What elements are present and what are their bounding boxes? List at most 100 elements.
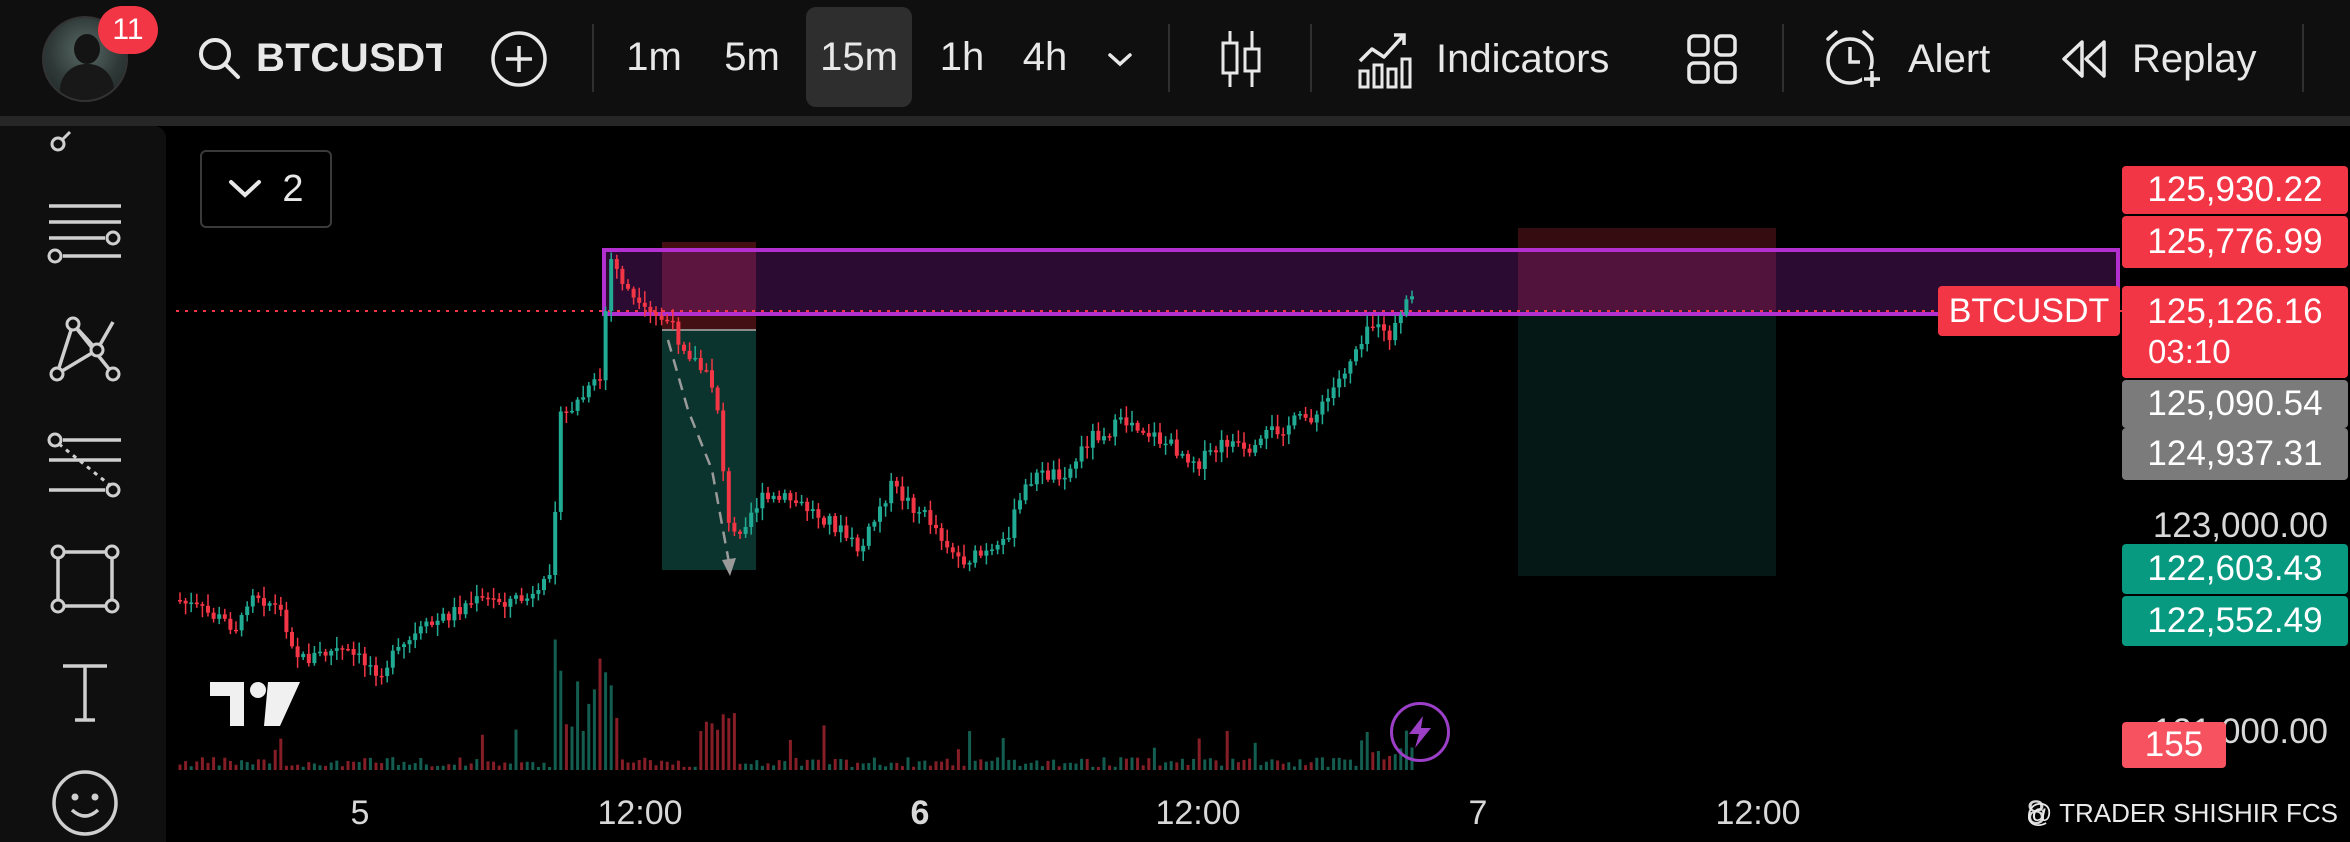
volume-bar	[374, 762, 378, 770]
candle-body	[950, 547, 955, 553]
candle-body	[917, 512, 922, 514]
volume-bar	[749, 764, 753, 770]
volume-bar	[301, 766, 305, 770]
current-price: 125,126.16	[2147, 292, 2323, 331]
volume-bar	[1253, 742, 1257, 770]
indicators-button[interactable]: Indicators	[1356, 26, 1609, 92]
layouts-button[interactable]	[1686, 32, 1740, 86]
candle-body	[1320, 401, 1325, 415]
time-axis-label: 8	[2026, 794, 2046, 832]
replay-label: Replay	[2132, 36, 2257, 81]
candle-body	[1158, 432, 1162, 444]
volume-bar	[1259, 765, 1263, 770]
chart-type-button[interactable]	[1214, 24, 1268, 94]
candle-body	[1281, 434, 1286, 436]
volume-bar	[1080, 758, 1084, 770]
cursor-tool-icon[interactable]	[48, 130, 78, 160]
timeframe-dropdown[interactable]	[1100, 40, 1140, 80]
candle-body	[1303, 414, 1308, 418]
candle-body	[430, 621, 434, 625]
position-target-zone	[1518, 310, 1776, 576]
timeframe-4h[interactable]: 4h	[1022, 34, 1068, 79]
candle-body	[1118, 417, 1123, 420]
timeframe-1m[interactable]: 1m	[626, 34, 682, 79]
symbol-price-flag: BTCUSDT	[1938, 286, 2120, 336]
volume-bar	[441, 765, 445, 770]
rectangle-tool[interactable]	[42, 536, 128, 622]
replay-button[interactable]: Replay	[2060, 26, 2257, 92]
volume-bar	[1046, 760, 1050, 770]
projected-path	[666, 339, 732, 569]
volume-bar	[525, 761, 529, 770]
chart-area[interactable]	[176, 126, 2350, 842]
candle-body	[1079, 446, 1084, 462]
candle-body	[1309, 417, 1314, 423]
candle-body	[738, 531, 742, 534]
volume-bar	[587, 703, 591, 770]
volume-bar	[184, 761, 188, 770]
volume-bar	[1337, 757, 1341, 770]
candle-body	[1001, 538, 1006, 545]
candle-body	[362, 653, 367, 666]
candle-body	[754, 508, 759, 513]
horizontal-lines-tool[interactable]	[42, 190, 128, 276]
candle-body	[1208, 450, 1213, 452]
candle-body	[1236, 441, 1241, 443]
candle-body	[553, 511, 558, 575]
fib-tool[interactable]	[42, 422, 128, 508]
candle-body	[598, 379, 602, 381]
candle-body	[435, 620, 440, 625]
candle-body	[273, 603, 278, 605]
volume-bar	[1248, 758, 1252, 770]
candle-body	[1046, 470, 1050, 480]
symbol-search[interactable]: BTCUSDT	[196, 28, 442, 88]
volume-bar	[626, 762, 630, 770]
candle-body	[1197, 461, 1202, 469]
candle-body	[620, 268, 625, 284]
candle-body	[519, 595, 524, 601]
timeframe-1h[interactable]: 1h	[939, 34, 985, 79]
tradingview-logo-icon	[210, 682, 300, 726]
volume-bar	[581, 731, 585, 770]
text-tool[interactable]	[42, 650, 128, 736]
volume-bar	[396, 764, 400, 770]
candle-body	[939, 528, 944, 541]
volume-bar	[598, 658, 602, 770]
volume-bar	[1309, 762, 1313, 770]
candle-body	[1219, 439, 1224, 453]
volume-bar	[973, 760, 977, 770]
candle-body	[390, 650, 395, 668]
pattern-tool[interactable]	[42, 306, 128, 392]
volume-bar	[968, 731, 972, 770]
candle-body	[1410, 296, 1414, 300]
volume-bar	[777, 760, 781, 770]
horizontal-lines-icon	[47, 204, 121, 264]
emoji-tool[interactable]	[42, 760, 128, 842]
candle-body	[838, 525, 843, 533]
candle-body	[234, 629, 238, 632]
alert-button[interactable]: Alert	[1822, 26, 1990, 92]
volume-bar	[436, 765, 440, 770]
candle-body	[1230, 441, 1235, 447]
volume-bar	[676, 760, 680, 770]
compare-button[interactable]	[490, 30, 548, 88]
timeframe-15m[interactable]: 15m	[806, 7, 912, 107]
volume-bar	[1203, 759, 1207, 770]
lightning-button[interactable]	[1390, 702, 1450, 762]
volume-bar	[850, 766, 854, 770]
volume-bar	[1388, 755, 1392, 770]
timeframe-5m[interactable]: 5m	[724, 34, 780, 79]
candle-body	[222, 614, 227, 619]
candle-body	[1135, 422, 1140, 431]
volume-bar	[1119, 757, 1123, 770]
volume-bar	[447, 764, 451, 770]
toolbar-separator	[1310, 24, 1312, 92]
volume-bar	[1354, 765, 1358, 770]
volume-bar	[1348, 759, 1352, 770]
candle-body	[1348, 361, 1353, 374]
candle-body	[469, 603, 474, 605]
legend-toggle[interactable]: 2	[200, 150, 332, 228]
volume-bar	[206, 762, 210, 770]
candle-body	[1186, 453, 1190, 463]
